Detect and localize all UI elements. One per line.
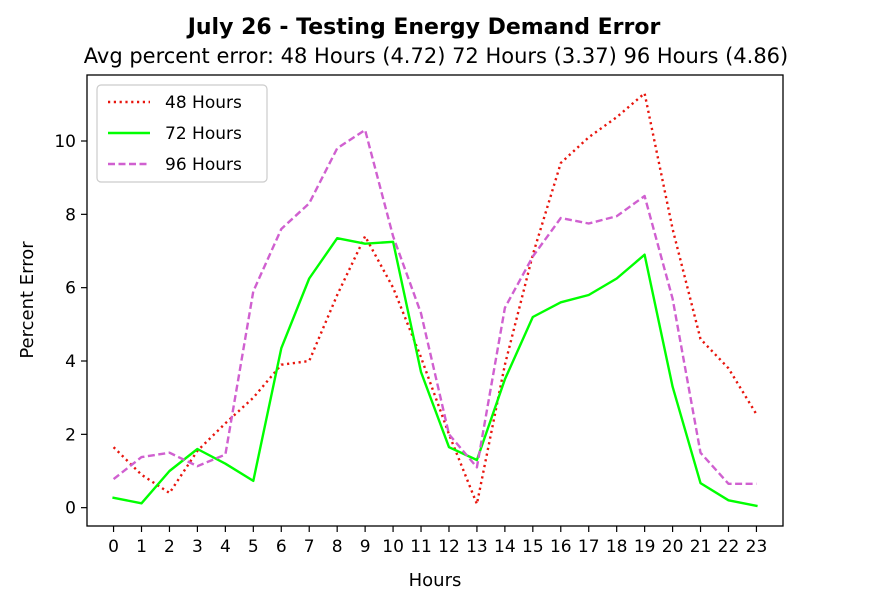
x-tick-label: 9 (360, 537, 371, 557)
x-tick-label: 4 (220, 537, 231, 557)
x-tick-label: 21 (690, 537, 712, 557)
x-tick-label: 8 (332, 537, 343, 557)
legend-label: 48 Hours (165, 93, 242, 113)
x-tick-label: 3 (192, 537, 203, 557)
x-tick-label: 11 (410, 537, 432, 557)
x-tick-label: 16 (550, 537, 572, 557)
x-tick-label: 20 (662, 537, 684, 557)
y-tick-label: 10 (54, 132, 76, 152)
x-tick-label: 22 (718, 537, 740, 557)
legend-label: 72 Hours (165, 124, 242, 144)
x-tick-label: 6 (276, 537, 287, 557)
x-tick-label: 13 (466, 537, 488, 557)
x-tick-label: 23 (746, 537, 768, 557)
legend-box (96, 84, 268, 183)
series-layer (112, 92, 758, 508)
series-line-72-hours (112, 236, 758, 508)
chart-title: July 26 - Testing Energy Demand Error (186, 15, 661, 40)
x-tick-label: 12 (438, 537, 460, 557)
y-axis-label: Percent Error (17, 241, 38, 359)
x-tick-label: 7 (304, 537, 315, 557)
x-tick-label: 17 (578, 537, 600, 557)
y-tick-label: 6 (65, 279, 76, 299)
x-axis-label: Hours (409, 570, 462, 591)
series-line-96-hours (112, 128, 757, 485)
x-tick-label: 15 (522, 537, 544, 557)
y-tick-label: 0 (65, 499, 76, 519)
x-tick-label: 1 (136, 537, 147, 557)
x-tick-label: 2 (164, 537, 175, 557)
x-tick-label: 10 (382, 537, 404, 557)
legend-label: 96 Hours (165, 155, 242, 175)
axes-layer: 0 1 2 3 4 5 6 7 8 9 10 11 12 13 14 15 16 17 18 19 20 21 22 2302… (54, 74, 784, 557)
x-tick-label: 0 (108, 537, 119, 557)
y-tick-label: 8 (65, 205, 76, 225)
y-tick-label: 4 (65, 352, 76, 372)
x-tick-label: 14 (494, 537, 516, 557)
x-tick-label: 18 (606, 537, 628, 557)
plot-frame (86, 74, 784, 527)
chart-subtitle: Avg percent error: 48 Hours (4.72) 72 Ho… (84, 44, 788, 68)
x-tick-label: 5 (248, 537, 259, 557)
x-tick-label: 19 (634, 537, 656, 557)
legend: 48 Hours 72 Hours 96 Hours (96, 84, 268, 183)
y-tick-label: 2 (65, 425, 76, 445)
